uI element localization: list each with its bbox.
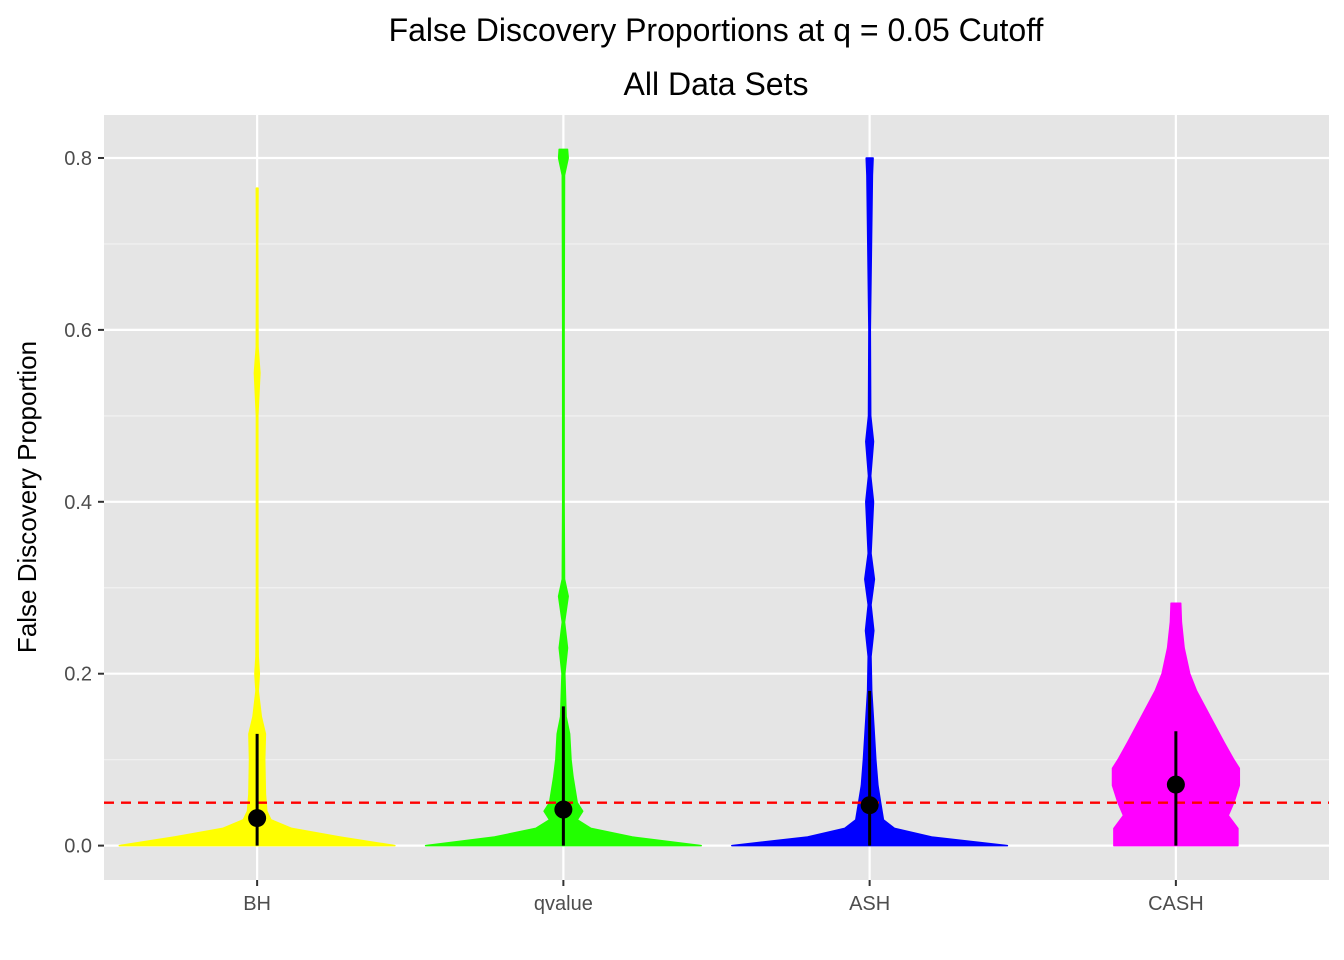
- median-point-ASH: [860, 796, 879, 815]
- x-axis-ticks: BH qvalue ASH CASH: [243, 880, 1204, 915]
- median-point-BH: [248, 809, 267, 828]
- chart-title: False Discovery Proportions at q = 0.05 …: [389, 12, 1044, 48]
- summary-markers: [248, 690, 1185, 846]
- y-tick-label: 0.4: [64, 492, 92, 514]
- violin-qvalue: [424, 148, 702, 847]
- x-tick-label: CASH: [1148, 893, 1204, 915]
- violin-CASH: [1111, 602, 1241, 847]
- median-point-qvalue: [554, 800, 573, 819]
- violins: [118, 148, 1241, 847]
- x-tick-label: BH: [243, 893, 271, 915]
- y-tick-label: 0.2: [64, 664, 92, 686]
- x-tick-label: ASH: [849, 893, 890, 915]
- median-point-CASH: [1166, 775, 1185, 794]
- violin-BH: [118, 187, 396, 847]
- y-tick-label: 0.0: [64, 836, 92, 858]
- y-tick-label: 0.6: [64, 320, 92, 342]
- y-axis-title: False Discovery Proportion: [12, 341, 42, 653]
- y-tick-label: 0.8: [64, 148, 92, 170]
- y-axis-ticks: 0.0 0.2 0.4 0.6 0.8: [64, 148, 104, 858]
- violin-ASH: [731, 157, 1009, 847]
- x-tick-label: qvalue: [534, 893, 593, 915]
- chart-subtitle: All Data Sets: [624, 66, 809, 102]
